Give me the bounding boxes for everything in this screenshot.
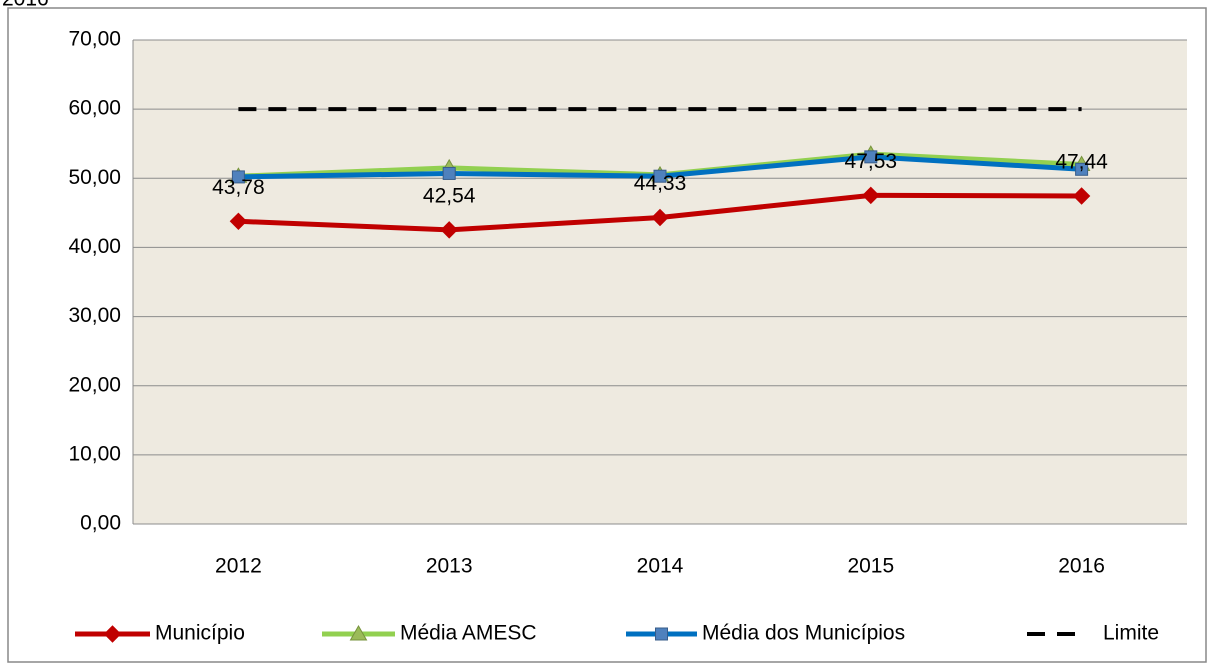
x-tick-label: 2012 [215, 555, 262, 578]
y-tick-label: 60,00 [68, 97, 121, 120]
data-label: 47,53 [845, 150, 898, 173]
y-tick-label: 30,00 [68, 304, 121, 327]
y-tick-label: 40,00 [68, 235, 121, 258]
marker [864, 150, 878, 164]
marker [349, 624, 368, 641]
marker [653, 169, 667, 183]
y-tick-label: 20,00 [68, 373, 121, 396]
data-label: 43,78 [212, 176, 265, 199]
marker [103, 625, 122, 643]
marker [231, 170, 245, 184]
marker [1072, 187, 1091, 205]
marker [1075, 162, 1089, 176]
x-tick-label: 2016 [1058, 555, 1105, 578]
marker [229, 212, 248, 230]
marker [655, 627, 668, 641]
legend-label: Município [155, 622, 245, 645]
marker [442, 166, 456, 180]
data-label: 42,54 [423, 184, 476, 207]
legend-label: Média dos Municípios [702, 622, 905, 645]
x-tick-label: 2014 [637, 555, 684, 578]
data-label: 44,33 [634, 172, 687, 195]
legend-label: Média AMESC [400, 622, 537, 645]
marker [862, 186, 880, 205]
chart-title: 2016 [2, 0, 49, 11]
y-tick-label: 10,00 [68, 442, 121, 465]
x-tick-label: 2015 [847, 555, 894, 578]
plot-area [133, 40, 1187, 524]
y-tick-label: 50,00 [68, 166, 121, 189]
y-tick-label: 0,00 [80, 512, 121, 535]
marker [651, 208, 669, 227]
legend-label: Limite [1103, 622, 1159, 645]
y-tick-label: 70,00 [68, 28, 121, 51]
data-label: 47,44 [1055, 151, 1108, 174]
marker [440, 221, 458, 239]
x-tick-label: 2013 [426, 555, 473, 578]
